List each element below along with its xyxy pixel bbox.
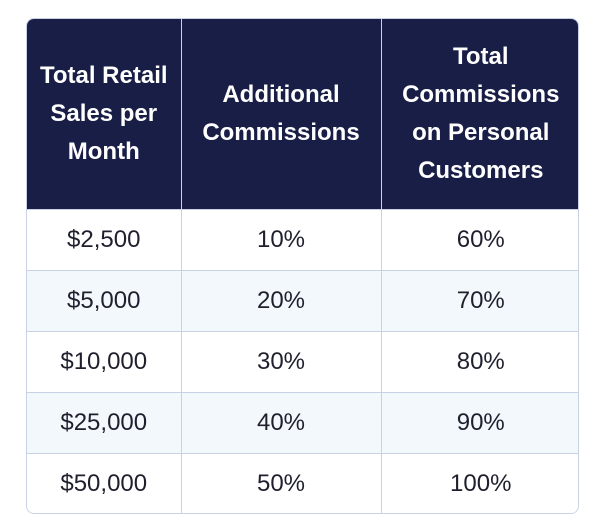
commission-table-grid: Total Retail Sales per Month Additional … (27, 19, 578, 513)
cell-total-commission: 60% (381, 208, 578, 270)
table-row: $50,000 50% 100% (27, 452, 578, 513)
cell-retail-sales: $10,000 (27, 330, 182, 392)
table-row: $5,000 20% 70% (27, 269, 578, 331)
cell-total-commission: 100% (381, 452, 578, 513)
cell-additional-commission: 30% (181, 330, 382, 392)
table-row: $2,500 10% 60% (27, 208, 578, 270)
header-total-commissions: Total Commissions on Personal Customers (381, 19, 578, 209)
header-additional-commissions: Additional Commissions (181, 19, 382, 209)
cell-additional-commission: 50% (181, 452, 382, 513)
table-row: $25,000 40% 90% (27, 391, 578, 453)
table-row: $10,000 30% 80% (27, 330, 578, 392)
cell-total-commission: 70% (381, 269, 578, 331)
commission-table: Total Retail Sales per Month Additional … (26, 18, 579, 514)
cell-additional-commission: 20% (181, 269, 382, 331)
cell-retail-sales: $5,000 (27, 269, 182, 331)
cell-total-commission: 80% (381, 330, 578, 392)
header-row: Total Retail Sales per Month Additional … (27, 19, 578, 209)
cell-total-commission: 90% (381, 391, 578, 453)
cell-retail-sales: $50,000 (27, 452, 182, 513)
cell-retail-sales: $25,000 (27, 391, 182, 453)
cell-retail-sales: $2,500 (27, 208, 182, 270)
header-total-retail-sales: Total Retail Sales per Month (27, 19, 182, 209)
cell-additional-commission: 40% (181, 391, 382, 453)
cell-additional-commission: 10% (181, 208, 382, 270)
table-header: Total Retail Sales per Month Additional … (27, 19, 578, 209)
table-body: $2,500 10% 60% $5,000 20% 70% $10,000 30… (27, 208, 578, 513)
